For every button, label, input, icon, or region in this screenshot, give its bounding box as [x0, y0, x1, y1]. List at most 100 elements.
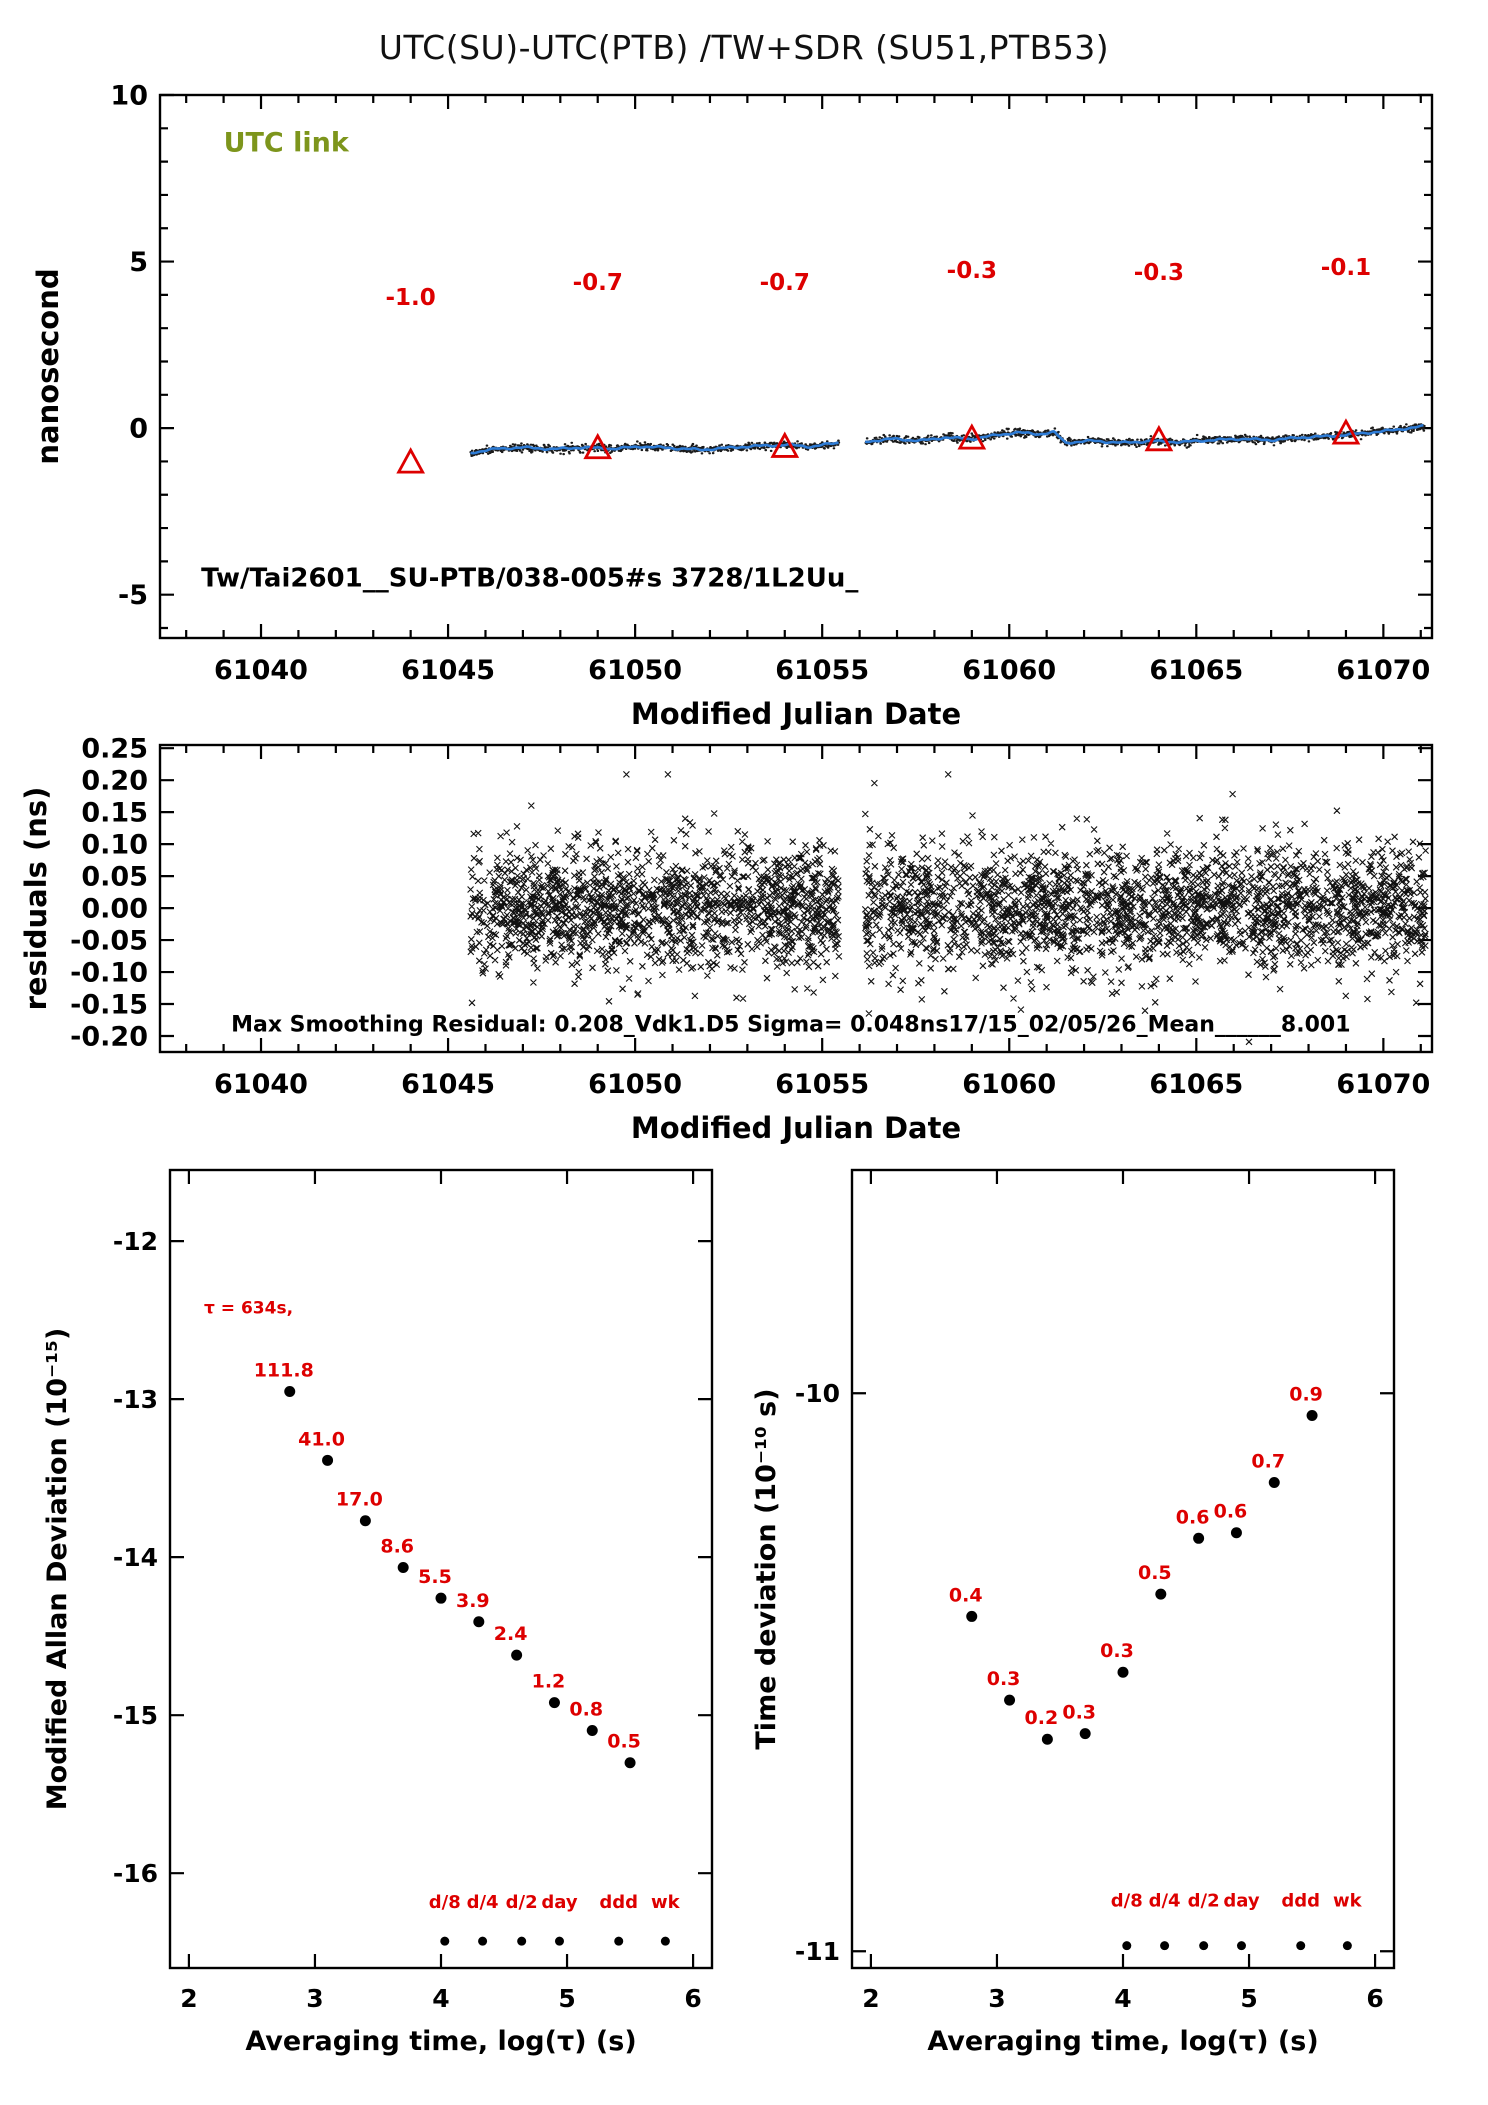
day-mark-label: d/2: [506, 1892, 538, 1913]
y-tick-label: -0.05: [70, 926, 148, 957]
mdev-value-label: 1.2: [532, 1671, 566, 1693]
tdev-point: [1004, 1694, 1016, 1706]
calibration-triangle: [396, 447, 426, 474]
residual-scatter: [467, 771, 1429, 1046]
mdev-point: [473, 1616, 485, 1628]
x-tick-label: 3: [306, 1984, 323, 2013]
mdev-point: [586, 1724, 598, 1736]
x-tick-label: 61050: [588, 1069, 682, 1100]
tdev-value-label: 0.5: [1138, 1562, 1172, 1584]
day-mark-label: wk: [1333, 1891, 1363, 1912]
dataset-label: Tw/Tai2601__SU-PTB/038-005#s 3728/1L2Uu_: [201, 563, 858, 593]
tdev-value-label: 0.6: [1214, 1501, 1248, 1523]
x-tick-label: 5: [1240, 1984, 1257, 2013]
mdev-point: [359, 1515, 371, 1527]
y-tick-label: -16: [113, 1859, 158, 1888]
day-mark-point: [1236, 1941, 1246, 1951]
x-tick-label: 61065: [1149, 655, 1243, 686]
y-tick-label: 0.00: [81, 894, 148, 925]
y-tick-label: 0: [129, 414, 148, 445]
y-tick-label: 0.10: [81, 830, 148, 861]
x-axis-title: Averaging time, log(τ) (s): [245, 2026, 636, 2057]
day-mark-label: d/2: [1188, 1891, 1220, 1912]
day-mark-point: [660, 1936, 670, 1946]
mdev-value-label: 0.8: [569, 1698, 603, 1720]
calibration-triangle: [583, 432, 613, 460]
tdev-point: [1079, 1728, 1091, 1740]
y-axis-title: nanosecond: [31, 268, 65, 464]
y-tick-label: 10: [110, 80, 148, 111]
axis-ticks: [170, 1170, 712, 1968]
x-tick-label: 61050: [588, 655, 682, 686]
day-mark-label: wk: [651, 1892, 681, 1913]
utc-link-label: UTC link: [224, 128, 350, 159]
mdev-value-label: 5.5: [418, 1566, 452, 1588]
calibration-triangle: [1144, 424, 1174, 452]
day-mark-label: ddd: [599, 1892, 638, 1913]
axis-ticks: [160, 93, 1432, 638]
phase-trace-line: [470, 441, 839, 455]
tdev-value-label: 0.3: [987, 1668, 1021, 1690]
y-tick-label: 0.15: [81, 798, 148, 829]
mdev-point: [624, 1757, 636, 1769]
panel-frame: [850, 1168, 1396, 1970]
smoothing-annotation: Max Smoothing Residual: 0.208_Vdk1.D5 Si…: [231, 1013, 1350, 1038]
calibration-triangle: [957, 423, 987, 450]
x-tick-label: 61040: [214, 1069, 308, 1100]
y-axis-title: Modified Allan Deviation (10⁻¹⁵): [42, 1328, 73, 1811]
day-mark-point: [1296, 1941, 1306, 1951]
tdev-point: [1193, 1532, 1205, 1544]
tdev-point: [1268, 1477, 1280, 1489]
x-tick-label: 6: [684, 1984, 701, 2013]
day-mark-point: [1342, 1941, 1352, 1951]
x-tick-label: 61045: [401, 1069, 495, 1100]
x-axis-title: Modified Julian Date: [631, 1111, 961, 1145]
tdev-point: [1041, 1733, 1053, 1745]
tau-note: τ = 634s,: [204, 1299, 293, 1319]
day-mark-point: [478, 1936, 488, 1946]
axis-ticks: [852, 1170, 1394, 1968]
day-mark-label: d/4: [467, 1892, 499, 1913]
calibration-triangle: [770, 431, 800, 458]
y-tick-label: -14: [113, 1543, 158, 1572]
tdev-value-label: 0.4: [949, 1584, 983, 1606]
y-tick-label: 0.05: [81, 862, 148, 893]
day-mark-point: [614, 1936, 624, 1946]
day-mark-label: day: [1223, 1891, 1259, 1912]
y-tick-label: -0.20: [70, 1021, 148, 1052]
day-mark-label: d/8: [429, 1892, 461, 1913]
mdev-value-label: 3.9: [456, 1590, 490, 1612]
x-tick-label: 61055: [775, 655, 869, 686]
day-mark-point: [1122, 1941, 1132, 1951]
x-tick-label: 61065: [1149, 1069, 1243, 1100]
x-tick-label: 4: [1114, 1984, 1131, 2013]
y-tick-label: -0.15: [70, 989, 148, 1020]
mdev-value-label: 2.4: [494, 1623, 528, 1645]
x-tick-label: 61040: [214, 655, 308, 686]
mdev-value-label: 41.0: [298, 1428, 345, 1450]
calibration-value-label: -1.0: [386, 285, 436, 311]
axis-ticks: [160, 745, 1432, 1052]
x-tick-label: 3: [988, 1984, 1005, 2013]
day-mark-label: d/4: [1149, 1891, 1181, 1912]
day-mark-point: [1199, 1941, 1209, 1951]
mdev-value-label: 8.6: [380, 1535, 414, 1557]
y-tick-label: -13: [113, 1385, 158, 1414]
tdev-point: [1230, 1527, 1242, 1539]
tdev-value-label: 0.3: [1062, 1702, 1096, 1724]
day-mark-point: [554, 1936, 564, 1946]
mdev-value-label: 17.0: [336, 1489, 383, 1511]
y-tick-label: 5: [129, 247, 148, 278]
day-mark-label: ddd: [1281, 1891, 1320, 1912]
x-tick-label: 2: [862, 1984, 879, 2013]
day-mark-label: day: [541, 1892, 577, 1913]
y-tick-label: -15: [113, 1701, 158, 1730]
calibration-value-label: -0.7: [573, 270, 623, 296]
tdev-point: [1306, 1410, 1318, 1422]
mdev-point: [322, 1454, 334, 1466]
y-tick-label: 0.20: [81, 766, 148, 797]
x-axis-title: Modified Julian Date: [631, 697, 961, 731]
x-tick-label: 5: [558, 1984, 575, 2013]
